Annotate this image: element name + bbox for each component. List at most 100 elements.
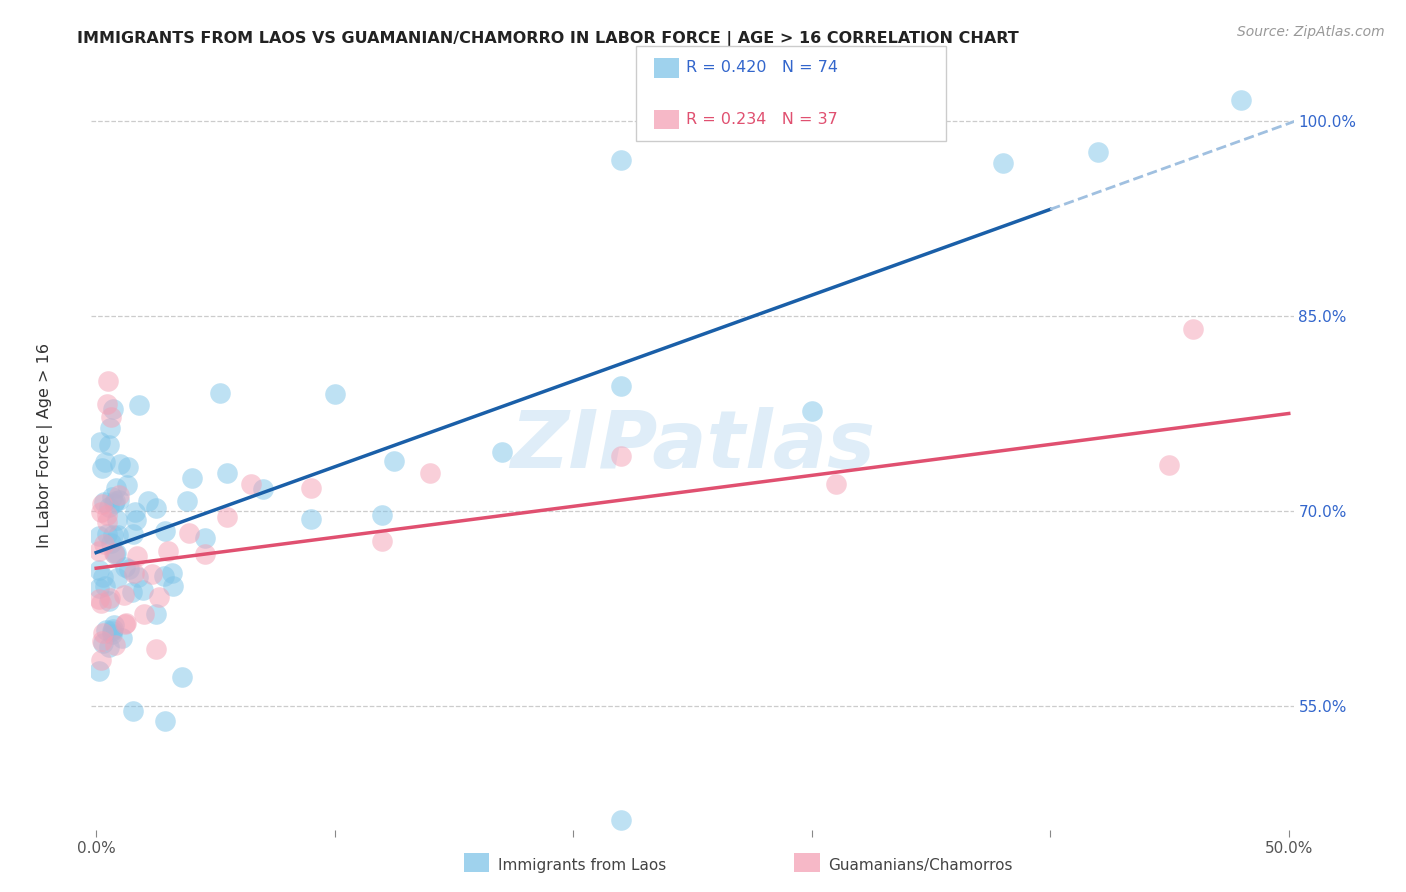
Point	[299, 482, 322, 496]
Point	[96, 527, 118, 541]
Point	[103, 496, 125, 510]
Point	[108, 492, 131, 507]
Point	[128, 398, 150, 412]
Point	[148, 591, 170, 605]
Point	[124, 505, 146, 519]
Point	[104, 545, 127, 559]
Point	[371, 508, 394, 523]
Text: R = 0.234   N = 37: R = 0.234 N = 37	[686, 112, 838, 127]
Point	[90, 505, 112, 519]
Point	[127, 570, 149, 584]
Point	[104, 638, 127, 652]
Point	[419, 466, 441, 480]
Point	[1159, 458, 1181, 473]
Point	[90, 653, 112, 667]
Point	[94, 579, 117, 593]
Point	[122, 527, 145, 541]
Point	[87, 592, 110, 607]
Point	[145, 500, 167, 515]
Point	[87, 529, 110, 543]
Point	[121, 704, 143, 718]
Point	[101, 528, 124, 542]
Point	[91, 496, 114, 510]
Point	[98, 591, 121, 605]
Point	[125, 549, 148, 563]
Point	[105, 513, 128, 527]
Point	[299, 512, 322, 526]
Point	[91, 570, 114, 584]
Point	[96, 508, 118, 523]
Point	[800, 403, 823, 417]
Point	[180, 470, 202, 484]
Point	[103, 546, 125, 560]
Point	[124, 566, 146, 580]
Point	[114, 588, 136, 602]
Point	[110, 458, 132, 472]
Point	[87, 664, 110, 678]
Point	[87, 544, 110, 558]
Point	[117, 459, 139, 474]
Point	[104, 547, 127, 561]
Text: R = 0.420   N = 74: R = 0.420 N = 74	[686, 61, 838, 75]
Point	[103, 618, 125, 632]
Point	[162, 579, 184, 593]
Text: ZIPatlas: ZIPatlas	[510, 407, 875, 485]
Point	[1087, 145, 1109, 159]
Point	[153, 714, 176, 728]
Point	[105, 481, 128, 495]
Point	[217, 467, 239, 481]
Text: IMMIGRANTS FROM LAOS VS GUAMANIAN/CHAMORRO IN LABOR FORCE | AGE > 16 CORRELATION: IMMIGRANTS FROM LAOS VS GUAMANIAN/CHAMOR…	[77, 31, 1019, 47]
Text: In Labor Force | Age > 16: In Labor Force | Age > 16	[37, 343, 53, 549]
Point	[90, 461, 112, 475]
Text: Immigrants from Laos: Immigrants from Laos	[498, 858, 666, 872]
Point	[98, 593, 121, 607]
Point	[145, 607, 167, 621]
Point	[111, 631, 134, 645]
Point	[132, 583, 155, 598]
Point	[610, 153, 633, 167]
Point	[114, 560, 136, 574]
Point	[156, 544, 179, 558]
Point	[176, 494, 198, 508]
Point	[991, 155, 1014, 169]
Point	[118, 562, 141, 576]
Point	[90, 596, 112, 610]
Point	[132, 607, 155, 621]
Point	[100, 409, 122, 424]
Point	[610, 379, 633, 393]
Point	[153, 569, 176, 583]
Point	[141, 567, 163, 582]
Point	[100, 535, 122, 549]
Point	[98, 438, 121, 452]
Point	[252, 483, 274, 497]
Point	[107, 527, 129, 541]
Point	[136, 494, 159, 508]
Point	[382, 453, 405, 467]
Point	[194, 548, 217, 562]
Point	[97, 640, 120, 655]
Point	[323, 386, 346, 401]
Point	[114, 617, 136, 632]
Point	[91, 634, 114, 648]
Point	[98, 500, 121, 515]
Point	[97, 374, 120, 388]
Point	[100, 627, 122, 641]
Point	[179, 526, 201, 541]
Point	[1230, 93, 1253, 107]
Point	[491, 444, 513, 458]
Point	[145, 641, 167, 656]
Point	[1182, 322, 1205, 336]
Point	[96, 515, 118, 529]
Point	[824, 477, 846, 491]
Point	[610, 814, 633, 828]
Point	[105, 571, 128, 585]
Point	[87, 582, 110, 596]
Point	[125, 513, 148, 527]
Point	[209, 386, 232, 401]
Point	[98, 421, 121, 435]
Point	[91, 636, 114, 650]
Point	[240, 476, 263, 491]
Point	[87, 563, 110, 577]
Point	[371, 534, 394, 549]
Point	[96, 397, 118, 411]
